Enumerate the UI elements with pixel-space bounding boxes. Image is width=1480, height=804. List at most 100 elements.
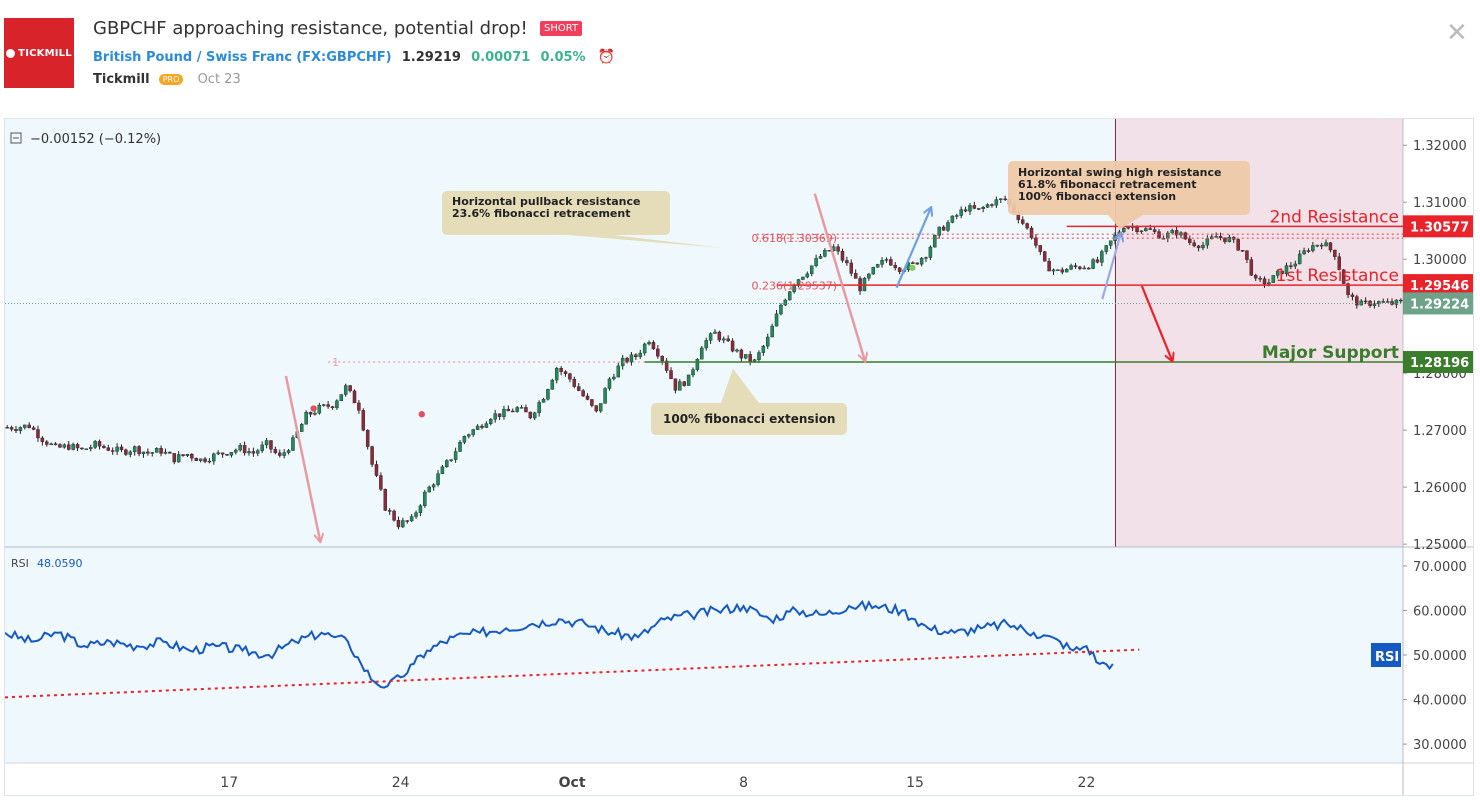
candle [172, 453, 176, 465]
candle [502, 405, 506, 420]
candle [1104, 244, 1108, 255]
candle-body [88, 447, 93, 450]
x-tick-label: 15 [906, 775, 924, 791]
second-resistance-tag-value: 1.30577 [1410, 220, 1469, 235]
candle [45, 440, 49, 447]
candle [1350, 292, 1355, 301]
candle [867, 272, 871, 281]
candle-body [14, 429, 18, 431]
candle-body [752, 359, 757, 362]
candle [511, 408, 515, 413]
candle [801, 276, 805, 281]
alarm-clock-icon[interactable]: ⏰ [597, 49, 616, 65]
candle [242, 441, 247, 456]
candle [999, 198, 1003, 204]
candle [1372, 300, 1377, 309]
legend-change: −0.00152 (−0.12%) [30, 132, 161, 147]
candle [766, 333, 770, 350]
candle-body [40, 437, 45, 442]
symbol-name-link[interactable]: British Pound / Swiss Franc [93, 50, 293, 65]
candle [875, 263, 880, 268]
chart-container[interactable]: 0.618(1.30369) 0.236(1.29537) 1 Horizontal… [4, 118, 1474, 796]
candle-body [686, 374, 691, 386]
candle-body [691, 369, 695, 376]
candle-body [31, 427, 36, 430]
tickmill-logo[interactable]: TICKMILL [4, 18, 74, 88]
candle-body [730, 340, 735, 352]
candle [9, 425, 14, 432]
candle [568, 372, 572, 383]
candle-body [137, 446, 141, 455]
candle-body [269, 440, 273, 450]
candle-body [963, 209, 968, 212]
candle-body [357, 402, 361, 411]
chart-legend[interactable]: −0.00152 (−0.12%) [10, 132, 161, 147]
candle [678, 379, 682, 391]
idea-header: TICKMILL GBPCHF approaching resistance, … [0, 0, 1480, 118]
candle-body [647, 342, 651, 345]
candle-body [713, 331, 717, 334]
candle-body [1183, 232, 1188, 240]
candle [93, 440, 97, 450]
candle-body [62, 444, 67, 448]
candle-body [1029, 227, 1034, 239]
candle [519, 405, 524, 409]
candle-body [700, 347, 704, 360]
symbol-code-link[interactable]: (FX:GBPCHF) [296, 50, 392, 65]
candle [1100, 249, 1104, 267]
candle-body [453, 451, 458, 460]
candle [357, 400, 361, 414]
candle [1214, 232, 1218, 238]
candle [1170, 228, 1174, 234]
candle [251, 447, 256, 457]
candle [159, 445, 163, 457]
candle [374, 460, 379, 478]
candle-body [911, 262, 915, 264]
close-icon[interactable]: ✕ [1446, 18, 1468, 48]
candle [919, 257, 924, 267]
candle-body [559, 367, 563, 372]
candle [291, 435, 295, 452]
minus-square-icon[interactable] [10, 132, 22, 144]
candle-body [1104, 245, 1108, 252]
candle-body [84, 448, 89, 451]
candle [985, 203, 990, 208]
candle [1152, 226, 1157, 234]
candle [563, 370, 568, 377]
candle-body [115, 446, 119, 452]
candle-body [933, 235, 937, 248]
candle-body [726, 338, 730, 342]
candle [590, 399, 594, 408]
candle-body [251, 451, 256, 454]
candle [84, 448, 89, 451]
candle [761, 344, 766, 356]
candle-body [242, 444, 247, 454]
candle-body [959, 209, 963, 216]
candle [1042, 250, 1047, 262]
candle-body [154, 448, 159, 453]
candle [185, 453, 190, 458]
candle-body [1135, 226, 1139, 233]
fib-1-label: 1 [332, 356, 339, 369]
candle-body [405, 520, 409, 522]
rsi-tick-label: 60.0000 [1413, 604, 1467, 619]
candle [994, 196, 999, 209]
candle [533, 411, 537, 420]
chart-canvas[interactable]: 0.618(1.30369) 0.236(1.29537) 1 Horizontal… [4, 119, 1473, 795]
candle-body [449, 459, 453, 461]
candle [269, 440, 273, 454]
author-name-link[interactable]: Tickmill [93, 72, 150, 87]
candle-body [467, 434, 471, 437]
candle [1337, 252, 1341, 271]
candle [537, 400, 541, 417]
candle-body [735, 349, 739, 352]
candle-body [1034, 237, 1038, 246]
candle [1289, 262, 1293, 270]
candle-body [616, 365, 621, 378]
candle-body [273, 449, 278, 453]
candle [1060, 267, 1065, 275]
candle [770, 323, 774, 338]
candle-body [814, 258, 818, 266]
candle [445, 459, 449, 468]
candle [722, 336, 726, 344]
